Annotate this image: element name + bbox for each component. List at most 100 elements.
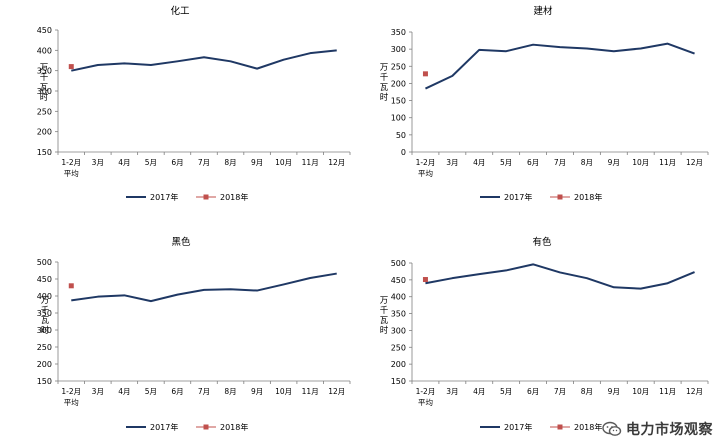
y-tick-label: 300 <box>391 326 406 335</box>
y-tick-label: 450 <box>37 26 52 35</box>
x-tick-label: 9月 <box>251 158 263 167</box>
x-tick-label: 9月 <box>251 387 263 396</box>
x-tick-label: 8月 <box>581 158 593 167</box>
x-tick-label: 9月 <box>608 158 620 167</box>
x-tick-label: 6月 <box>171 387 183 396</box>
legend-2018-label: 2018年 <box>220 192 248 202</box>
y-tick-label: 500 <box>37 258 52 267</box>
legend-2017-label: 2017年 <box>150 192 178 202</box>
legend-2018-label: 2018年 <box>574 422 602 432</box>
legend-2018-swatch <box>203 194 209 200</box>
y-tick-label: 400 <box>37 292 52 301</box>
x-tick-label: 12月 <box>328 387 345 396</box>
x-tick-label: 12月 <box>686 387 703 396</box>
x-tick-label: 4月 <box>473 387 485 396</box>
x-tick-label: 11月 <box>659 387 676 396</box>
series-2018-marker <box>422 71 428 77</box>
x-tick-label: 8月 <box>224 158 236 167</box>
x-tick-label: 5月 <box>500 387 512 396</box>
y-tick-label: 450 <box>37 275 52 284</box>
y-tick-label: 200 <box>37 128 52 137</box>
x-tick-label: 1-2月平均 <box>61 387 81 407</box>
y-tick-label: 200 <box>37 360 52 369</box>
series-2017-line <box>71 49 337 72</box>
y-tick-label: 200 <box>391 360 406 369</box>
y-tick-label: 50 <box>396 131 406 140</box>
y-axis-label: 万千瓦时 <box>40 63 49 103</box>
y-tick-label: 150 <box>391 377 406 386</box>
legend-2018-label: 2018年 <box>574 192 602 202</box>
x-tick-label: 5月 <box>500 158 512 167</box>
y-tick-label: 350 <box>37 309 52 318</box>
y-tick-label: 500 <box>391 259 406 268</box>
x-tick-label: 11月 <box>302 158 319 167</box>
series-2017-line <box>71 272 337 303</box>
series-2018-marker <box>68 64 74 70</box>
legend-2017-label: 2017年 <box>504 192 532 202</box>
watermark-text: 电力市场观察 <box>626 422 713 438</box>
x-tick-label: 10月 <box>275 158 292 167</box>
x-tick-label: 1-2月平均 <box>416 387 436 407</box>
x-tick-label: 11月 <box>659 158 676 167</box>
y-tick-label: 350 <box>391 310 406 319</box>
x-tick-label: 4月 <box>118 387 130 396</box>
y-tick-label: 250 <box>391 62 406 71</box>
y-tick-label: 450 <box>391 276 406 285</box>
y-tick-label: 150 <box>37 148 52 157</box>
x-tick-label: 10月 <box>632 387 649 396</box>
x-tick-label: 3月 <box>92 387 104 396</box>
x-tick-label: 6月 <box>527 158 539 167</box>
y-axis-label: 万千瓦时 <box>380 63 389 103</box>
x-tick-label: 5月 <box>145 158 157 167</box>
chart-1: 化工 150 200 250 300 350 400 450 万千瓦时 1-2月平均 3月 4月 5月 6… <box>37 5 351 202</box>
y-tick-label: 400 <box>391 293 406 302</box>
watermark: 电力市场观察 <box>602 419 713 439</box>
y-tick-label: 300 <box>391 45 406 54</box>
chart-title: 有色 <box>532 236 552 248</box>
y-tick-label: 150 <box>391 97 406 106</box>
x-tick-label: 10月 <box>632 158 649 167</box>
chart-title: 黑色 <box>171 236 191 248</box>
x-tick-label: 6月 <box>527 387 539 396</box>
series-2017-line <box>425 263 695 290</box>
y-tick-label: 300 <box>37 87 52 96</box>
x-tick-label: 11月 <box>302 387 319 396</box>
x-tick-label: 4月 <box>118 158 130 167</box>
x-tick-label: 12月 <box>686 158 703 167</box>
x-tick-label: 8月 <box>581 387 593 396</box>
x-tick-label: 3月 <box>446 158 458 167</box>
y-tick-label: 350 <box>391 28 406 37</box>
legend-2018-swatch <box>557 424 563 430</box>
series-2018-marker <box>422 277 428 283</box>
chart-3: 黑色 150 200 250 300 350 400 450 500 万千瓦时 1-2月平均 3月 4月… <box>37 236 351 432</box>
series-2018-marker <box>68 283 74 289</box>
x-tick-label: 7月 <box>554 387 566 396</box>
y-tick-label: 250 <box>37 107 52 116</box>
x-tick-label: 1-2月平均 <box>416 158 436 178</box>
y-tick-label: 300 <box>37 326 52 335</box>
x-tick-label: 7月 <box>554 158 566 167</box>
legend-2017-label: 2017年 <box>504 422 532 432</box>
legend-2017-label: 2017年 <box>150 422 178 432</box>
y-tick-label: 0 <box>401 148 406 157</box>
x-tick-label: 4月 <box>473 158 485 167</box>
legend-2018-swatch <box>557 194 563 200</box>
x-tick-label: 12月 <box>328 158 345 167</box>
chart-title: 建材 <box>533 5 553 17</box>
y-axis-label: 万千瓦时 <box>41 296 50 336</box>
y-tick-label: 250 <box>37 343 52 352</box>
chart-title: 化工 <box>170 5 190 17</box>
x-tick-label: 8月 <box>224 387 236 396</box>
x-tick-label: 3月 <box>446 387 458 396</box>
y-tick-label: 100 <box>391 114 406 123</box>
x-tick-label: 3月 <box>92 158 104 167</box>
y-tick-label: 250 <box>391 343 406 352</box>
y-tick-label: 400 <box>37 46 52 55</box>
legend-2018-swatch <box>203 424 209 430</box>
series-2017-line <box>425 42 695 90</box>
y-axis-label: 万千瓦时 <box>380 296 389 336</box>
x-tick-label: 7月 <box>198 158 210 167</box>
legend-2018-label: 2018年 <box>220 422 248 432</box>
x-tick-label: 9月 <box>608 387 620 396</box>
